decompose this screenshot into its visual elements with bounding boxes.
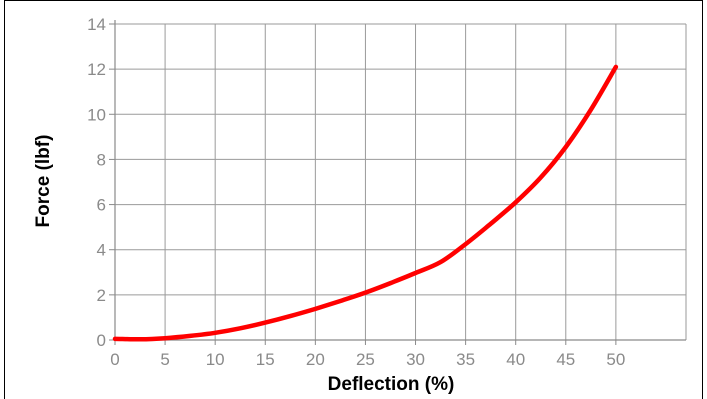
y-tick-label-12: 12	[87, 60, 106, 79]
grid-lines	[115, 23, 687, 340]
y-axis-title: Force (lbf)	[33, 135, 54, 228]
axes	[109, 20, 686, 345]
chart-frame	[4, 0, 703, 399]
y-tick-label-4: 4	[97, 241, 106, 260]
y-tick-label-10: 10	[87, 105, 106, 124]
x-tick-label-20: 20	[306, 350, 325, 369]
x-tick-label-5: 5	[160, 350, 169, 369]
x-axis-title: Deflection (%)	[328, 374, 455, 395]
y-tick-label-14: 14	[87, 15, 106, 34]
series-line-0	[112, 64, 619, 342]
series-group	[112, 64, 619, 342]
x-tick-label-35: 35	[456, 350, 475, 369]
y-tick-label-6: 6	[97, 196, 106, 215]
x-tick-label-30: 30	[406, 350, 425, 369]
x-tick-label-40: 40	[506, 350, 525, 369]
x-tick-label-15: 15	[256, 350, 275, 369]
x-tick-label-0: 0	[110, 350, 119, 369]
y-tick-labels: 0 2 4 6 8 10 12 14	[87, 15, 106, 350]
x-tick-labels: 0 5 10 15 20 25 30 35 40 45 50	[110, 350, 625, 369]
y-tick-label-8: 8	[97, 150, 106, 169]
x-tick-label-50: 50	[606, 350, 625, 369]
x-tick-label-10: 10	[206, 350, 225, 369]
y-tick-label-0: 0	[97, 331, 106, 350]
x-tick-label-45: 45	[556, 350, 575, 369]
x-tick-label-25: 25	[356, 350, 375, 369]
y-tick-label-2: 2	[97, 286, 106, 305]
